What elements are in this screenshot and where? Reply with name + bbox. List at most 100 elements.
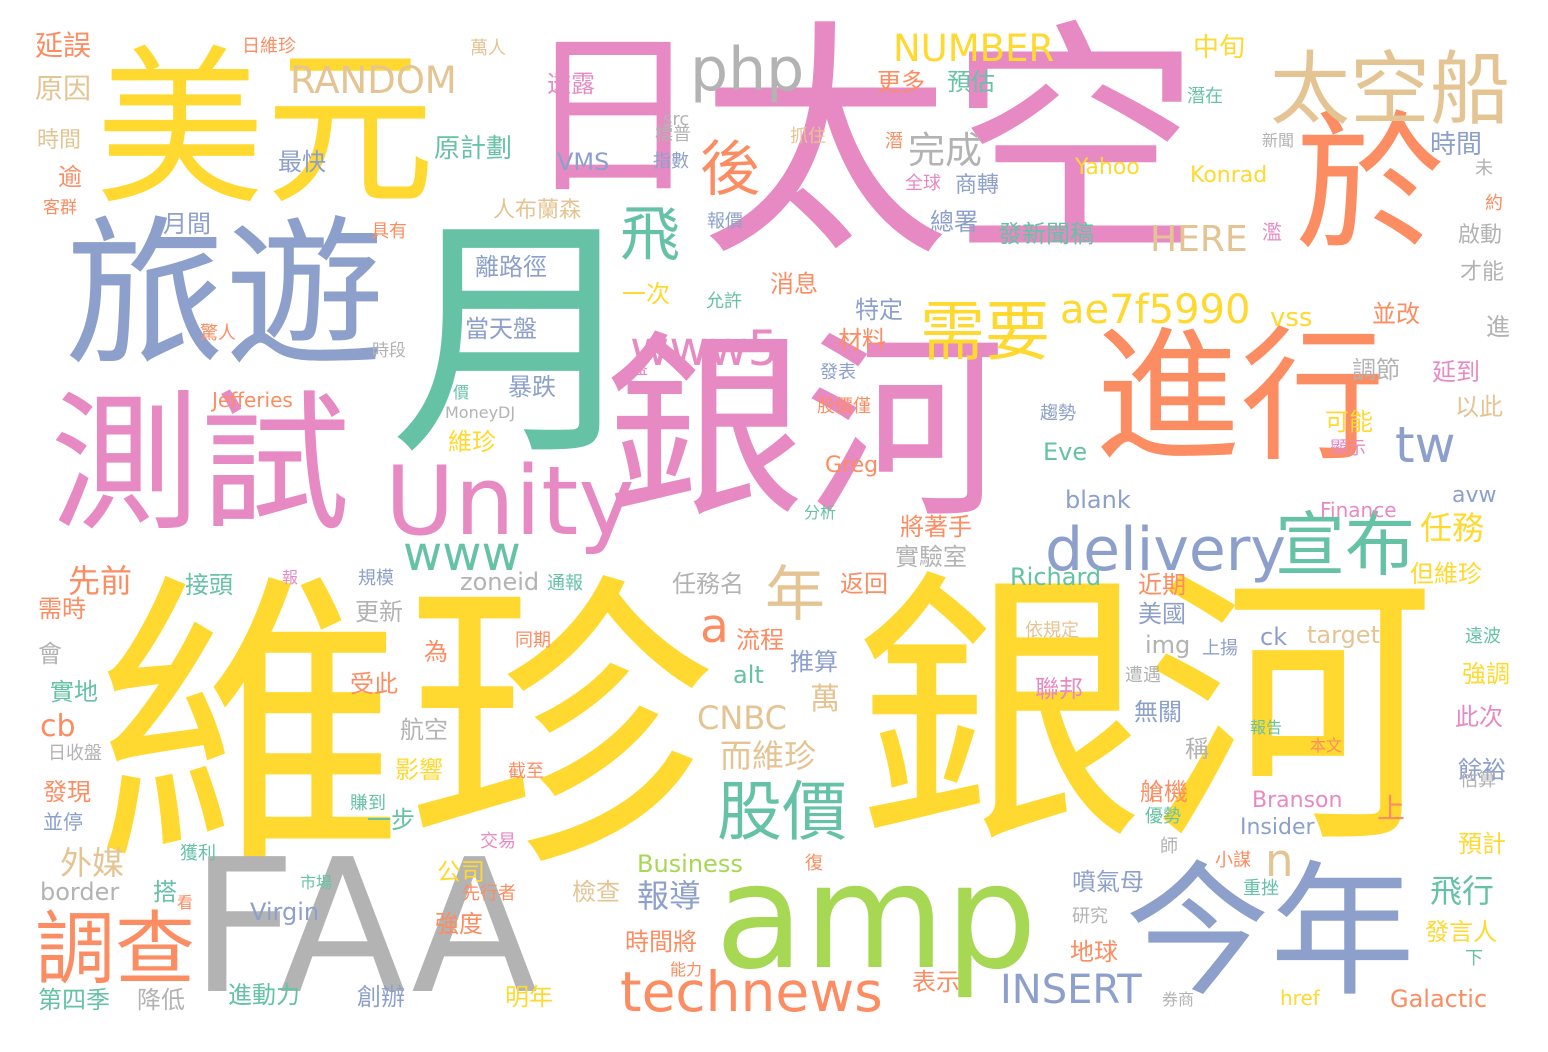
cloud-word: 最快 (278, 148, 326, 176)
cloud-word: 會 (38, 640, 62, 668)
cloud-word: alt (733, 661, 764, 689)
cloud-word: 旅遊 (65, 201, 386, 388)
cloud-word: INSERT (1000, 967, 1142, 1013)
cloud-word: Unity (385, 447, 635, 557)
cloud-word: 實驗室 (895, 543, 967, 571)
cloud-word: a (700, 599, 729, 654)
cloud-word: 地球 (1070, 938, 1118, 966)
cloud-word: 外媒 (60, 844, 125, 882)
cloud-word: 小謀 (1215, 850, 1251, 871)
cloud-word: 股價 (717, 775, 848, 850)
cloud-word: 潛在 (1187, 86, 1223, 107)
cloud-word: 人布蘭森 (493, 198, 582, 223)
cloud-word: 發表 (820, 362, 856, 383)
cloud-word: 優勢 (1145, 806, 1181, 827)
cloud-word: 檢查 (572, 878, 620, 906)
cloud-word: 推算 (790, 648, 838, 676)
cloud-word: HERE (1150, 219, 1248, 260)
cloud-word: 中旬 (1193, 33, 1246, 63)
cloud-word: 強調 (1462, 660, 1510, 688)
cloud-word: Finance (1320, 498, 1397, 522)
cloud-word: 上 (1377, 792, 1406, 825)
cloud-word: 先前 (68, 562, 133, 600)
cloud-word: 將著手 (900, 513, 972, 541)
cloud-word: 年 (765, 560, 825, 630)
cloud-word: 趨勢 (1040, 403, 1076, 424)
cloud-word: 獲利 (180, 843, 216, 864)
cloud-word: ae7f5990 (1060, 287, 1251, 333)
cloud-word: 接頭 (185, 571, 233, 599)
cloud-word: 全球 (905, 173, 941, 194)
cloud-word: 看 (177, 893, 194, 912)
cloud-word: blank (1065, 486, 1131, 514)
cloud-word: 此次 (1455, 703, 1503, 731)
cloud-word: 月 (390, 194, 646, 491)
cloud-word: 今年 (1125, 848, 1415, 1017)
cloud-word: Konrad (1190, 163, 1268, 188)
cloud-word: 任務 (1420, 509, 1485, 547)
cloud-word: 稱 (1185, 735, 1209, 763)
cloud-word: 美國 (1138, 600, 1186, 628)
cloud-word: 噴氣母 (1072, 868, 1144, 896)
cloud-word: 截至 (508, 761, 544, 782)
cloud-word: 報導 (637, 877, 702, 915)
cloud-word: Galactic (1390, 985, 1488, 1013)
cloud-word: 延誤 (35, 29, 92, 62)
cloud-word: 報價 (707, 211, 743, 232)
cloud-word: img (1145, 631, 1191, 659)
cloud-word: 能力 (670, 960, 703, 979)
cloud-word: 透露 (547, 70, 595, 98)
cloud-word: 原計劃 (434, 134, 513, 164)
cloud-word: 後 (700, 135, 760, 205)
cloud-word: 時段 (372, 341, 406, 361)
cloud-word: 通報 (547, 573, 583, 594)
cloud-word: 受此 (350, 670, 398, 698)
cloud-word: NUMBER (893, 27, 1055, 70)
cloud-word: 商轉 (955, 173, 1000, 198)
cloud-word: 日收盤 (48, 743, 102, 764)
cloud-word: Branson (1252, 788, 1343, 813)
cloud-word: 聯邦 (1035, 675, 1083, 703)
cloud-word: 股價僅 (817, 396, 871, 417)
cloud-word: php (690, 35, 805, 105)
cloud-word: 維珍 (448, 428, 496, 456)
cloud-word: 同期 (515, 630, 551, 651)
cloud-word: n (1265, 834, 1294, 887)
cloud-word: 進動力 (228, 981, 300, 1009)
cloud-word: 進行 (1095, 313, 1385, 482)
cloud-word: 而維珍 (720, 737, 817, 775)
cloud-word: 日維珍 (242, 36, 296, 57)
cloud-word: 宣布 (1275, 504, 1415, 586)
cloud-word: 發新聞稿 (998, 220, 1094, 248)
cloud-word: 月間 (163, 210, 211, 238)
cloud-word: 先行者 (462, 883, 516, 904)
cloud-word: 一步 (367, 806, 415, 834)
cloud-word: 可能 (1325, 408, 1373, 436)
cloud-word: 調節 (1352, 356, 1400, 384)
cloud-word: 影響 (395, 756, 443, 784)
cloud-word: 更多 (877, 68, 925, 96)
cloud-word: 研究 (1072, 906, 1108, 927)
cloud-word: 美元 (95, 31, 436, 229)
cloud-word: 依規定 (1025, 620, 1079, 641)
cloud-word: src (663, 109, 690, 130)
cloud-word: 維珍 (95, 549, 715, 910)
cloud-word: Yahoo (1075, 155, 1140, 180)
cloud-word: 萬人 (470, 38, 506, 59)
cloud-word: 當天盤 (465, 315, 537, 343)
cloud-word: 預估 (947, 68, 995, 96)
cloud-word: 艙機 (1140, 778, 1188, 806)
cloud-word: www (403, 526, 521, 582)
cloud-word: 需時 (38, 595, 86, 623)
cloud-word: 需要 (920, 295, 1051, 370)
cloud-word: 潛 (885, 131, 903, 152)
cloud-word: 搭 (153, 878, 177, 906)
cloud-word: 實地 (50, 678, 98, 706)
cloud-word: 時間 (1430, 130, 1483, 160)
cloud-word: 標普 (655, 124, 691, 145)
cloud-word: 萬 (810, 682, 840, 717)
cloud-word: 盤 (630, 358, 648, 379)
cloud-word: amp (715, 833, 1038, 1002)
cloud-word: 餘裕 (1458, 756, 1506, 784)
